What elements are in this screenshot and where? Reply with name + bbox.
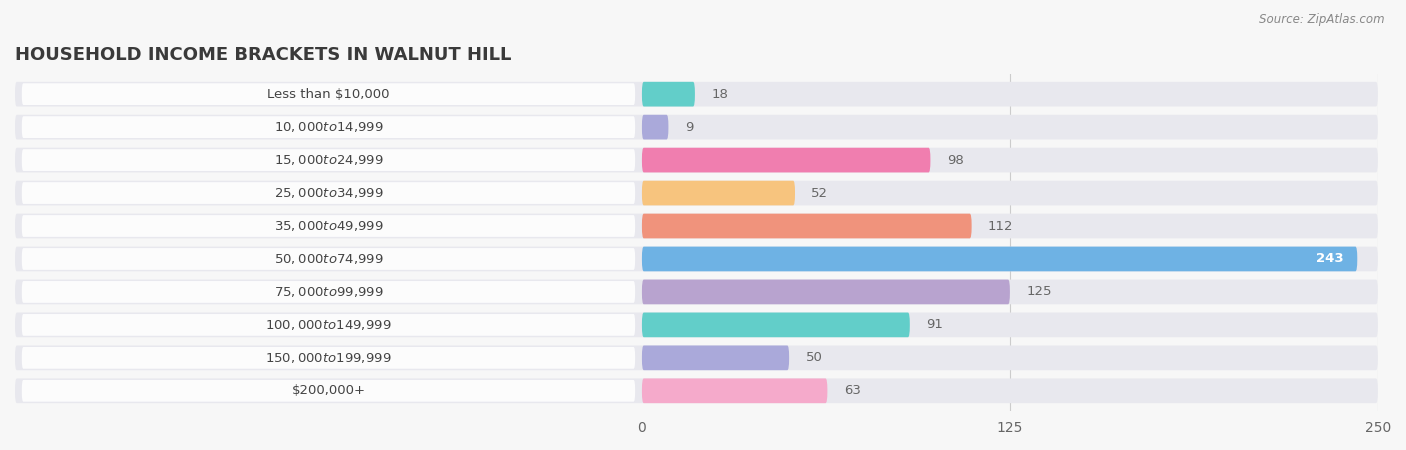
FancyBboxPatch shape [22, 83, 636, 105]
Text: $200,000+: $200,000+ [291, 384, 366, 397]
FancyBboxPatch shape [15, 181, 1378, 205]
Text: $50,000 to $74,999: $50,000 to $74,999 [274, 252, 384, 266]
FancyBboxPatch shape [15, 378, 1378, 403]
FancyBboxPatch shape [15, 214, 1378, 239]
Text: 9: 9 [685, 121, 693, 134]
FancyBboxPatch shape [22, 281, 636, 303]
Text: 63: 63 [844, 384, 860, 397]
FancyBboxPatch shape [22, 149, 636, 171]
FancyBboxPatch shape [15, 115, 1378, 140]
FancyBboxPatch shape [22, 215, 636, 237]
Text: 125: 125 [1026, 285, 1052, 298]
FancyBboxPatch shape [15, 247, 1378, 271]
FancyBboxPatch shape [643, 346, 789, 370]
Text: HOUSEHOLD INCOME BRACKETS IN WALNUT HILL: HOUSEHOLD INCOME BRACKETS IN WALNUT HILL [15, 46, 512, 64]
FancyBboxPatch shape [15, 313, 1378, 337]
FancyBboxPatch shape [22, 314, 636, 336]
Text: Less than $10,000: Less than $10,000 [267, 88, 389, 101]
FancyBboxPatch shape [643, 181, 794, 205]
FancyBboxPatch shape [22, 380, 636, 402]
Text: 243: 243 [1316, 252, 1344, 266]
FancyBboxPatch shape [22, 116, 636, 138]
FancyBboxPatch shape [22, 182, 636, 204]
FancyBboxPatch shape [643, 115, 668, 140]
Text: $100,000 to $149,999: $100,000 to $149,999 [266, 318, 392, 332]
Text: 112: 112 [988, 220, 1014, 233]
FancyBboxPatch shape [643, 82, 695, 107]
Text: $25,000 to $34,999: $25,000 to $34,999 [274, 186, 384, 200]
FancyBboxPatch shape [22, 248, 636, 270]
FancyBboxPatch shape [643, 313, 910, 337]
Text: 50: 50 [806, 351, 823, 364]
FancyBboxPatch shape [15, 279, 1378, 304]
Text: 98: 98 [946, 153, 963, 166]
Text: 52: 52 [811, 187, 828, 199]
FancyBboxPatch shape [643, 247, 1357, 271]
FancyBboxPatch shape [643, 148, 931, 172]
Text: $10,000 to $14,999: $10,000 to $14,999 [274, 120, 384, 134]
Text: $35,000 to $49,999: $35,000 to $49,999 [274, 219, 384, 233]
Text: $150,000 to $199,999: $150,000 to $199,999 [266, 351, 392, 365]
Text: 18: 18 [711, 88, 728, 101]
FancyBboxPatch shape [643, 214, 972, 239]
Text: $15,000 to $24,999: $15,000 to $24,999 [274, 153, 384, 167]
Text: 91: 91 [927, 319, 943, 331]
FancyBboxPatch shape [643, 378, 827, 403]
Text: Source: ZipAtlas.com: Source: ZipAtlas.com [1260, 14, 1385, 27]
FancyBboxPatch shape [15, 148, 1378, 172]
Text: $75,000 to $99,999: $75,000 to $99,999 [274, 285, 384, 299]
FancyBboxPatch shape [15, 346, 1378, 370]
FancyBboxPatch shape [643, 279, 1010, 304]
FancyBboxPatch shape [15, 82, 1378, 107]
FancyBboxPatch shape [22, 347, 636, 369]
